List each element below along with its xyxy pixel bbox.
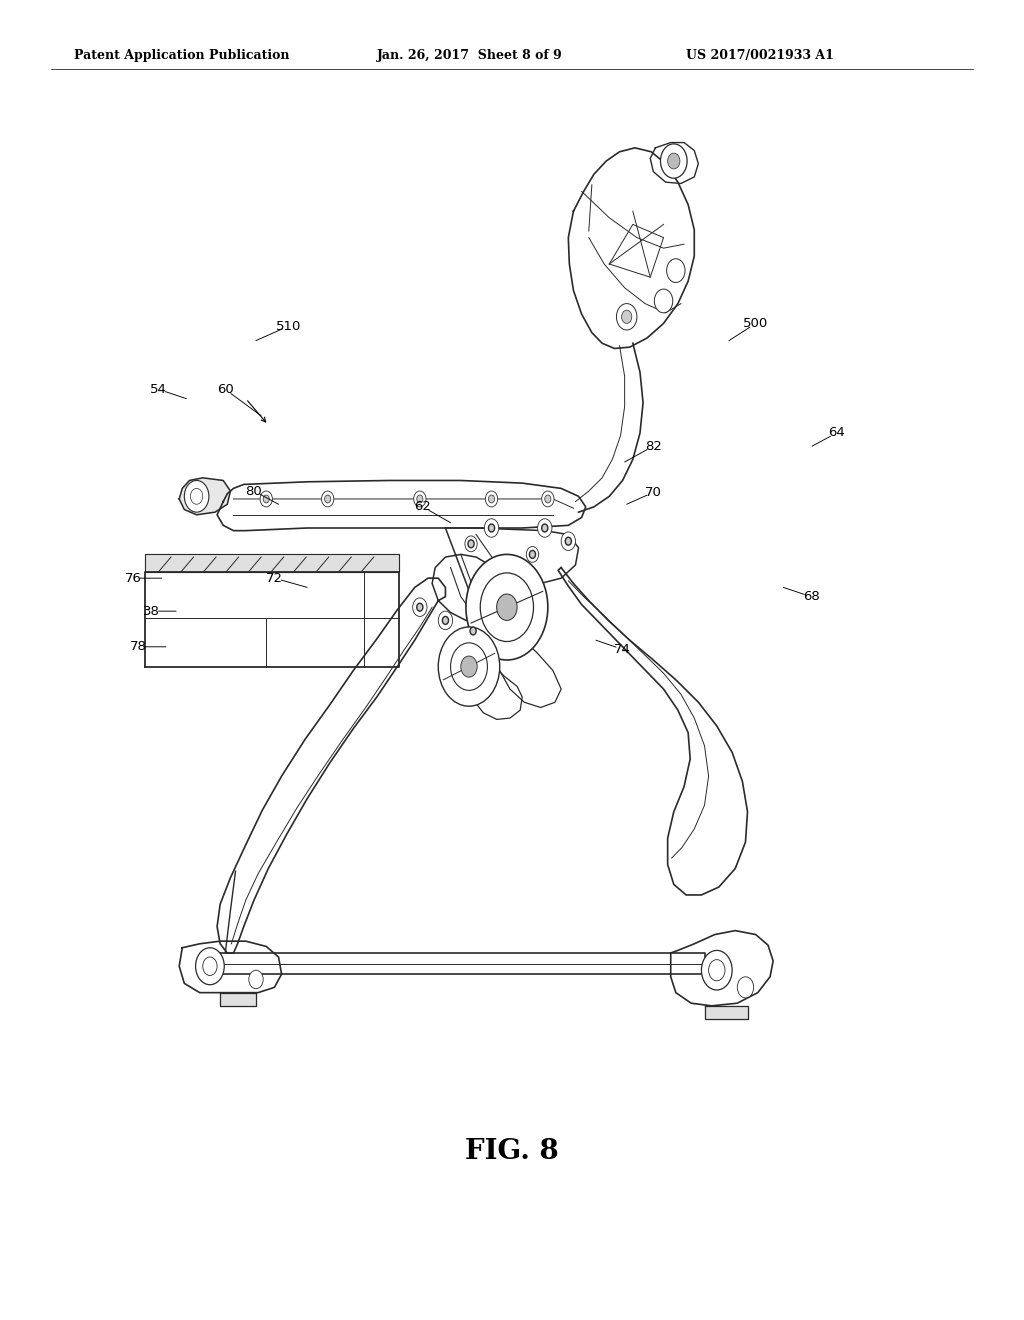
Polygon shape (179, 478, 230, 515)
Text: 80: 80 (246, 484, 262, 498)
Circle shape (196, 948, 224, 985)
Circle shape (542, 524, 548, 532)
Circle shape (737, 977, 754, 998)
Circle shape (184, 480, 209, 512)
Circle shape (660, 144, 687, 178)
Circle shape (325, 495, 331, 503)
Circle shape (413, 598, 427, 616)
Polygon shape (671, 931, 773, 1006)
Circle shape (451, 643, 487, 690)
Text: 74: 74 (614, 643, 631, 656)
Circle shape (417, 603, 423, 611)
Text: 72: 72 (266, 572, 283, 585)
Text: FIG. 8: FIG. 8 (465, 1138, 559, 1164)
Circle shape (709, 960, 725, 981)
Circle shape (561, 532, 575, 550)
Circle shape (466, 554, 548, 660)
Text: 64: 64 (828, 426, 845, 440)
Text: 68: 68 (803, 590, 819, 603)
Polygon shape (217, 480, 586, 531)
Text: 76: 76 (125, 572, 141, 585)
Circle shape (203, 957, 217, 975)
Polygon shape (220, 953, 705, 974)
Circle shape (414, 491, 426, 507)
Circle shape (467, 623, 479, 639)
Text: 82: 82 (645, 440, 662, 453)
Polygon shape (179, 941, 282, 993)
Circle shape (484, 519, 499, 537)
Polygon shape (568, 148, 694, 348)
Circle shape (438, 611, 453, 630)
Circle shape (468, 540, 474, 548)
Polygon shape (609, 224, 664, 277)
Circle shape (190, 488, 203, 504)
Circle shape (701, 950, 732, 990)
Circle shape (667, 259, 685, 282)
Circle shape (488, 524, 495, 532)
Text: 500: 500 (743, 317, 768, 330)
Polygon shape (220, 993, 256, 1006)
Polygon shape (558, 568, 748, 895)
Circle shape (249, 970, 263, 989)
Polygon shape (705, 1006, 748, 1019)
Circle shape (668, 153, 680, 169)
Polygon shape (432, 528, 579, 623)
Polygon shape (494, 623, 561, 708)
Circle shape (499, 627, 505, 635)
Text: US 2017/0021933 A1: US 2017/0021933 A1 (686, 49, 834, 62)
Polygon shape (469, 634, 522, 719)
Text: Patent Application Publication: Patent Application Publication (74, 49, 289, 62)
Circle shape (417, 495, 423, 503)
Circle shape (545, 495, 551, 503)
Polygon shape (145, 554, 399, 572)
Circle shape (616, 304, 637, 330)
Circle shape (538, 519, 552, 537)
Text: 54: 54 (151, 383, 167, 396)
Text: 60: 60 (217, 383, 233, 396)
Circle shape (485, 491, 498, 507)
Circle shape (480, 573, 534, 642)
Circle shape (497, 594, 517, 620)
Circle shape (622, 310, 632, 323)
Circle shape (542, 491, 554, 507)
Circle shape (565, 537, 571, 545)
Text: 62: 62 (415, 500, 431, 513)
Circle shape (260, 491, 272, 507)
Circle shape (470, 627, 476, 635)
Circle shape (488, 495, 495, 503)
Circle shape (461, 656, 477, 677)
Circle shape (465, 536, 477, 552)
Polygon shape (650, 143, 698, 183)
Text: 38: 38 (143, 605, 160, 618)
Circle shape (438, 627, 500, 706)
Text: 70: 70 (645, 486, 662, 499)
Text: 510: 510 (276, 319, 301, 333)
Circle shape (263, 495, 269, 503)
Polygon shape (217, 578, 445, 953)
Polygon shape (145, 572, 399, 667)
Circle shape (322, 491, 334, 507)
Text: Jan. 26, 2017  Sheet 8 of 9: Jan. 26, 2017 Sheet 8 of 9 (377, 49, 562, 62)
Circle shape (654, 289, 673, 313)
Text: 78: 78 (130, 640, 146, 653)
Circle shape (442, 616, 449, 624)
Circle shape (526, 546, 539, 562)
Circle shape (496, 623, 508, 639)
Circle shape (529, 550, 536, 558)
